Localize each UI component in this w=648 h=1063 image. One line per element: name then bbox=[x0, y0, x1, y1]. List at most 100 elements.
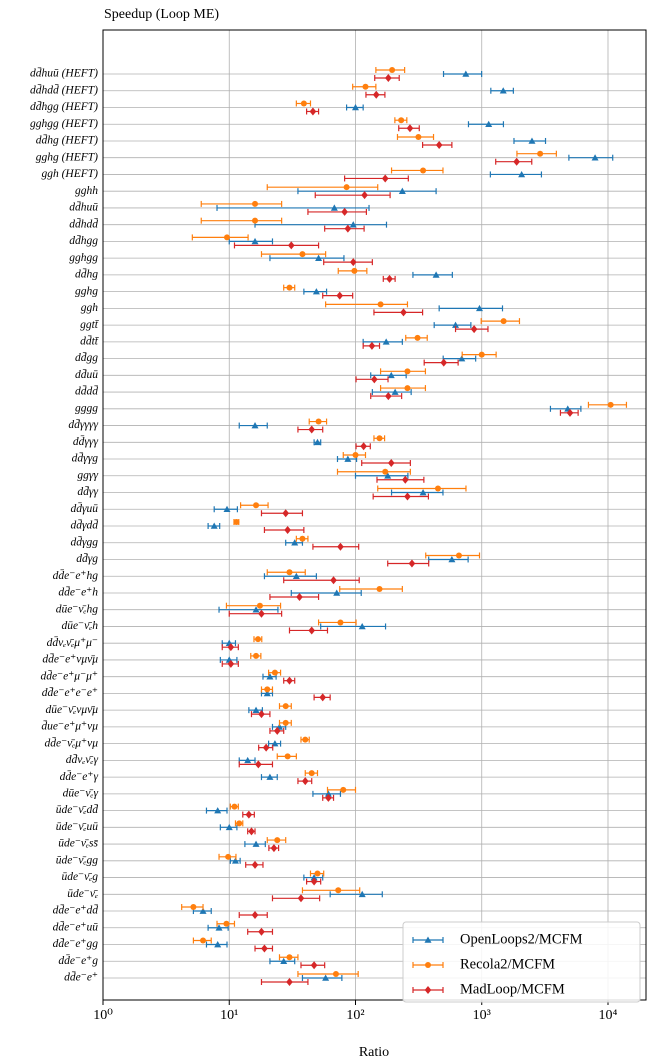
marker bbox=[324, 790, 332, 797]
marker bbox=[341, 207, 348, 216]
marker bbox=[518, 170, 526, 178]
marker bbox=[282, 719, 289, 726]
x-axis-label: Ratio bbox=[359, 1045, 389, 1060]
marker bbox=[251, 860, 259, 869]
legend-label: OpenLoops2/MCFM bbox=[460, 931, 583, 947]
y-tick-label: gghg bbox=[75, 285, 98, 297]
marker bbox=[398, 187, 406, 194]
marker bbox=[435, 140, 443, 149]
marker bbox=[310, 961, 318, 970]
y-tick-label: dd̄e⁻e⁺uū bbox=[53, 920, 99, 933]
marker bbox=[244, 756, 252, 764]
y-tick-label: dd̄e⁻e⁺νμν̄μ bbox=[42, 652, 98, 665]
marker bbox=[274, 837, 281, 844]
y-tick-label: dd̄γγg bbox=[72, 451, 99, 464]
y-tick-label: dd̄γγγγ bbox=[68, 418, 98, 431]
y-tick-label: ūde⁻ν̄ₑuū bbox=[56, 821, 99, 833]
x-tick-label: 10² bbox=[346, 1008, 364, 1023]
y-tick-label: dūe⁻ν̄ₑh bbox=[61, 620, 98, 632]
marker bbox=[332, 971, 339, 977]
x-tick-label: 10¹ bbox=[220, 1008, 238, 1023]
marker bbox=[255, 636, 262, 643]
marker bbox=[286, 569, 293, 576]
marker bbox=[284, 753, 291, 760]
marker bbox=[314, 870, 321, 877]
marker bbox=[385, 74, 392, 82]
marker bbox=[360, 442, 367, 451]
y-tick-label: dd̄γgg bbox=[70, 535, 98, 548]
y-tick-label: dd̄hdd̄ (HEFT) bbox=[30, 83, 98, 96]
marker bbox=[406, 124, 414, 133]
marker bbox=[256, 602, 263, 609]
series bbox=[221, 74, 579, 986]
y-tick-label: ūde⁻ν̄ₑ bbox=[67, 888, 98, 900]
marker bbox=[349, 221, 357, 228]
marker bbox=[384, 472, 392, 479]
marker bbox=[440, 358, 448, 367]
marker bbox=[308, 626, 316, 635]
marker bbox=[398, 117, 405, 124]
series bbox=[181, 67, 628, 977]
marker bbox=[263, 689, 271, 697]
marker bbox=[566, 408, 574, 417]
y-tick-label: dd̄γγγ bbox=[73, 435, 99, 448]
y-tick-label: dd̄hdd̄ bbox=[69, 217, 98, 230]
marker bbox=[302, 736, 309, 743]
marker bbox=[330, 204, 338, 211]
marker bbox=[381, 174, 389, 183]
y-tick-label: dd̄γγ bbox=[77, 485, 98, 498]
marker bbox=[537, 150, 544, 157]
marker bbox=[252, 706, 260, 713]
marker bbox=[299, 535, 306, 542]
marker bbox=[500, 318, 507, 325]
marker bbox=[225, 853, 232, 860]
marker bbox=[286, 954, 293, 961]
legend-marker bbox=[425, 962, 431, 968]
marker bbox=[344, 455, 352, 462]
marker bbox=[336, 291, 344, 300]
marker bbox=[414, 334, 421, 341]
marker bbox=[200, 937, 207, 944]
marker bbox=[325, 793, 332, 802]
x-tick-label: 10⁰ bbox=[93, 1008, 113, 1023]
marker bbox=[227, 659, 235, 668]
marker bbox=[349, 258, 357, 267]
y-tick-label: dd̄hg (HEFT) bbox=[36, 133, 98, 146]
marker bbox=[210, 522, 218, 529]
marker bbox=[248, 827, 255, 836]
marker bbox=[462, 70, 470, 77]
marker bbox=[322, 974, 330, 981]
marker bbox=[358, 890, 366, 898]
marker bbox=[245, 810, 253, 819]
marker bbox=[214, 941, 222, 948]
marker bbox=[262, 743, 270, 752]
y-tick-label: ggtt̄ bbox=[80, 319, 99, 331]
marker bbox=[419, 489, 427, 496]
marker bbox=[227, 643, 235, 652]
marker bbox=[351, 267, 358, 274]
marker bbox=[420, 167, 427, 174]
y-tick-label: dd̄hgg bbox=[69, 234, 98, 247]
marker bbox=[297, 894, 305, 903]
y-tick-label: dūe⁻ν̄ₑνμν̄μ bbox=[45, 704, 98, 716]
y-tick-label: dd̄γuū bbox=[70, 502, 98, 515]
legend: OpenLoops2/MCFM Recola2/MCFM MadLoop/MCFM bbox=[402, 921, 641, 1003]
marker bbox=[231, 857, 239, 864]
marker bbox=[280, 957, 288, 965]
marker bbox=[401, 475, 409, 484]
marker bbox=[313, 438, 321, 446]
y-tick-label: dd̄e⁻e⁺dd̄ bbox=[53, 903, 99, 916]
marker bbox=[382, 338, 390, 345]
marker bbox=[261, 944, 268, 953]
marker bbox=[223, 920, 230, 927]
marker bbox=[309, 107, 317, 116]
y-tick-label: dd̄e⁻e⁺μ⁻μ⁺ bbox=[40, 669, 98, 682]
y-tick-label: ūde⁻ν̄ₑss̄ bbox=[58, 838, 98, 850]
marker bbox=[478, 351, 485, 358]
y-tick-label: ggh (HEFT) bbox=[41, 168, 98, 180]
marker bbox=[385, 392, 392, 401]
marker bbox=[310, 874, 318, 881]
marker bbox=[499, 87, 507, 94]
marker bbox=[286, 676, 293, 685]
marker bbox=[301, 777, 309, 786]
